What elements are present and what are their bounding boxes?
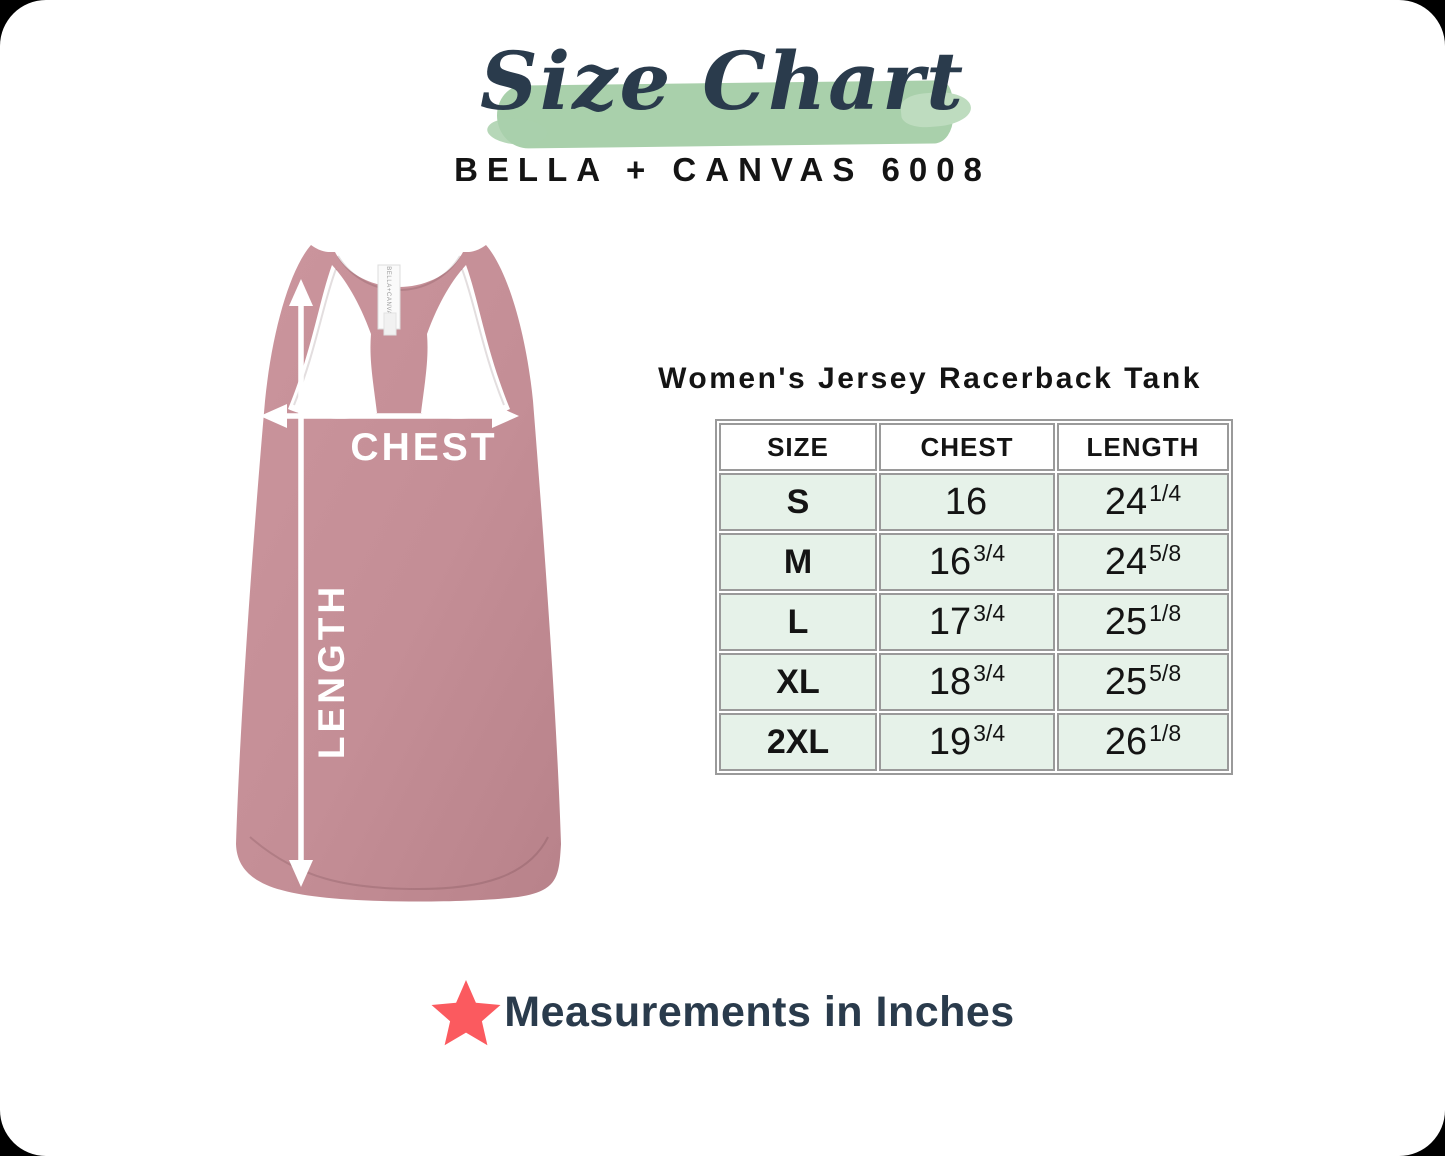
page-title: Size Chart	[479, 34, 966, 128]
column-header-size: SIZE	[719, 423, 877, 471]
length-fraction: 5/8	[1149, 539, 1182, 566]
length-cell: 255/8	[1057, 653, 1229, 711]
size-table: SIZE CHEST LENGTH S 16 241/4 M 163/4 245…	[715, 419, 1233, 775]
table-row: S 16 241/4	[719, 473, 1229, 531]
chest-arrow	[260, 404, 519, 428]
length-value: 24	[1104, 540, 1148, 583]
length-cell: 251/8	[1057, 593, 1229, 651]
length-value: 24	[1104, 480, 1148, 523]
chest-fraction: 3/4	[973, 599, 1006, 626]
chest-cell: 173/4	[879, 593, 1055, 651]
right-armhole-seam	[461, 268, 505, 406]
neck-tag-label: BELLA+CANVAS	[385, 266, 391, 320]
size-cell: M	[719, 533, 877, 591]
size-cell: 2XL	[719, 713, 877, 771]
chest-value: 16	[928, 540, 972, 583]
tank-body-shape	[236, 245, 561, 902]
column-header-chest: CHEST	[879, 423, 1055, 471]
table-row: 2XL 193/4 261/8	[719, 713, 1229, 771]
product-name-heading: Women's Jersey Racerback Tank	[658, 362, 1202, 395]
column-header-length: LENGTH	[1057, 423, 1229, 471]
length-fraction: 1/4	[1149, 479, 1182, 506]
chest-label: CHEST	[350, 426, 497, 469]
table-header-row: SIZE CHEST LENGTH	[719, 423, 1229, 471]
table-row: L 173/4 251/8	[719, 593, 1229, 651]
length-cell: 245/8	[1057, 533, 1229, 591]
product-model-subtitle: BELLA + CANVAS 6008	[454, 151, 991, 188]
length-arrow	[289, 279, 313, 887]
length-value: 25	[1104, 600, 1148, 643]
table-row: M 163/4 245/8	[719, 533, 1229, 591]
table-row: XL 183/4 255/8	[719, 653, 1229, 711]
length-value: 26	[1104, 720, 1148, 763]
length-cell: 261/8	[1057, 713, 1229, 771]
chest-cell: 183/4	[879, 653, 1055, 711]
chest-cell: 163/4	[879, 533, 1055, 591]
size-cell: XL	[719, 653, 877, 711]
measurement-note: Measurements in Inches	[504, 987, 1015, 1036]
size-cell: L	[719, 593, 877, 651]
tank-top-illustration: BELLA+CANVAS CHEST LENGTH	[228, 238, 610, 930]
chest-fraction: 3/4	[973, 719, 1006, 746]
chest-cell: 16	[879, 473, 1055, 531]
measurement-note-row: Measurements in Inches	[0, 976, 1445, 1048]
chest-cell: 193/4	[879, 713, 1055, 771]
length-label: LENGTH	[311, 583, 352, 759]
chest-value: 16	[944, 480, 988, 523]
neck-tag: BELLA+CANVAS	[377, 264, 401, 336]
care-tag	[383, 312, 397, 336]
length-fraction: 5/8	[1149, 659, 1182, 686]
chest-fraction: 3/4	[973, 539, 1006, 566]
size-table-container: SIZE CHEST LENGTH S 16 241/4 M 163/4 245…	[715, 419, 1233, 775]
chest-value: 18	[928, 660, 972, 703]
length-fraction: 1/8	[1149, 599, 1182, 626]
star-icon	[431, 980, 501, 1046]
size-cell: S	[719, 473, 877, 531]
chest-value: 19	[928, 720, 972, 763]
chest-fraction: 3/4	[973, 659, 1006, 686]
length-value: 25	[1104, 660, 1148, 703]
chest-value: 17	[928, 600, 972, 643]
length-fraction: 1/8	[1149, 719, 1182, 746]
tank-top-svg: BELLA+CANVAS CHEST LENGTH	[236, 245, 561, 902]
length-cell: 241/4	[1057, 473, 1229, 531]
